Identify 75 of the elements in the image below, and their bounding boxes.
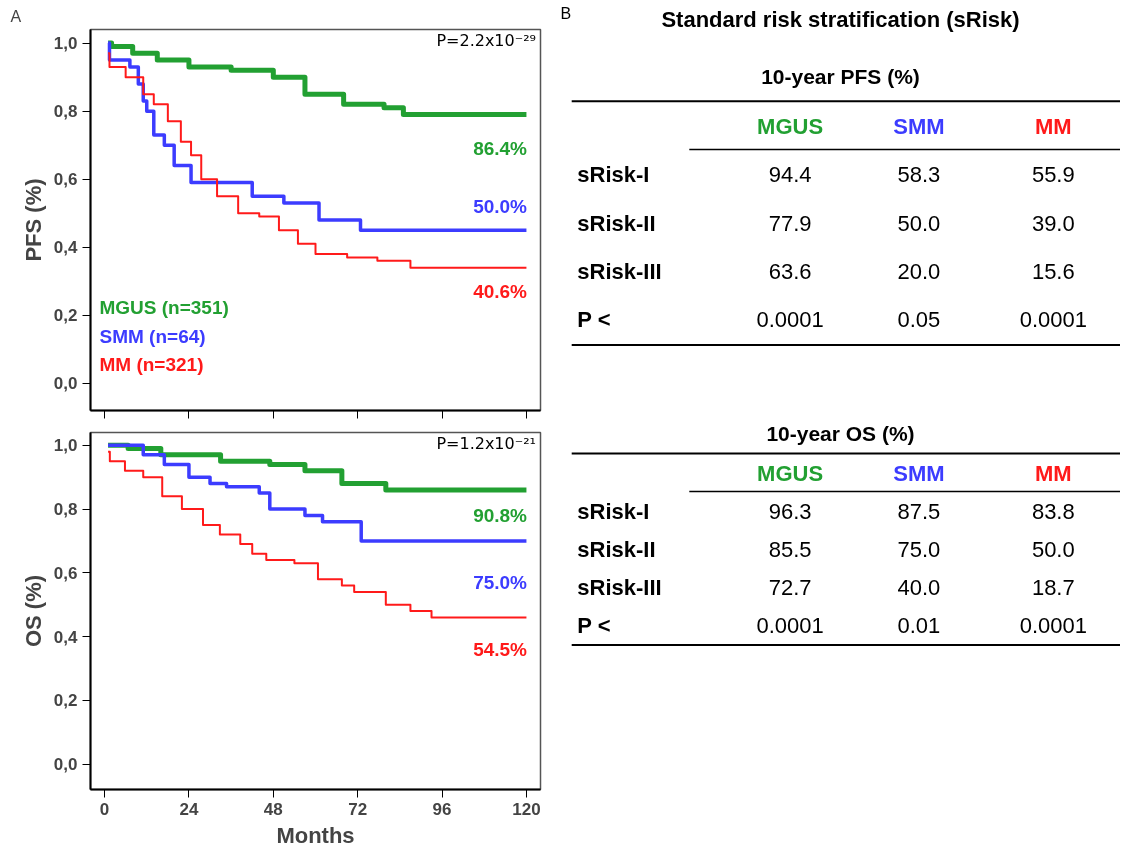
text: 83.8 <box>1031 498 1075 524</box>
text: 50.0 <box>897 210 941 236</box>
y-tick-label: 1,0 <box>53 34 78 54</box>
annotation: 54.5% <box>473 638 528 660</box>
y-tick-label: 0,4 <box>53 238 79 258</box>
x-tick-label: 72 <box>348 799 368 819</box>
y-tick-label: 0,8 <box>53 102 78 122</box>
category-label: P < <box>577 307 611 333</box>
x-tick-label: 120 <box>512 799 541 819</box>
category-label: MM <box>1034 460 1072 486</box>
category-label: P < <box>577 612 611 638</box>
annotation: 90.8% <box>473 504 528 526</box>
text: 87.5 <box>897 498 941 524</box>
x-tick-label: 0 <box>99 799 110 819</box>
text: 0.0001 <box>1019 612 1087 638</box>
category-label: MGUS <box>757 114 824 139</box>
text: 85.5 <box>768 536 812 562</box>
text: 15.6 <box>1031 258 1075 284</box>
category-label: SMM <box>893 114 945 139</box>
text: 55.9 <box>1031 162 1075 188</box>
x-tick-label: 48 <box>263 799 283 819</box>
text: 75.0 <box>897 536 941 562</box>
y-axis-title: OS (%) <box>20 574 46 648</box>
category-label: MGUS <box>757 460 824 486</box>
text: 40.0 <box>897 574 941 600</box>
text: 10-year PFS (%) <box>761 64 920 88</box>
category-label: sRisk-I <box>577 498 650 524</box>
annotation: 40.6% <box>473 280 528 302</box>
annotation: 86.4% <box>473 138 528 160</box>
category-label: MM <box>1034 114 1072 139</box>
y-tick-label: 1,0 <box>53 436 78 456</box>
text: 10-year OS (%) <box>766 422 915 446</box>
x-tick-label: 96 <box>432 799 452 819</box>
y-tick-label: 0,6 <box>53 563 78 583</box>
text: 96.3 <box>768 498 812 524</box>
y-tick-label: 0,2 <box>53 306 78 326</box>
text: Standard risk stratification (sRisk) <box>661 6 1020 32</box>
text: B <box>560 4 572 22</box>
y-tick-label: 0,2 <box>53 691 78 711</box>
text: 0.05 <box>897 307 941 333</box>
annotation: 50.0% <box>473 195 528 217</box>
text: 72.7 <box>768 574 812 600</box>
text: MM (n=321) <box>99 354 204 376</box>
x-axis-title: Months <box>276 822 355 848</box>
category-label: sRisk-III <box>577 574 662 600</box>
text: 58.3 <box>897 162 941 188</box>
category-label: sRisk-I <box>577 162 650 188</box>
annotation: 75.0% <box>473 571 528 593</box>
category-label: sRisk-II <box>577 536 656 562</box>
text: SMM (n=64) <box>99 325 206 347</box>
text: 18.7 <box>1031 574 1075 600</box>
text: 20.0 <box>897 258 941 284</box>
y-tick-label: 0,0 <box>53 755 78 774</box>
text: 39.0 <box>1031 210 1075 236</box>
text: 50.0 <box>1031 536 1075 562</box>
text: 94.4 <box>768 162 812 188</box>
annotation: P=1.2x10⁻²¹ <box>436 434 537 454</box>
text: MGUS (n=351) <box>99 297 229 319</box>
chart-title: A <box>10 7 22 25</box>
category-label: SMM <box>893 460 945 486</box>
text: 0.0001 <box>756 307 824 333</box>
y-tick-label: 0,8 <box>53 500 78 519</box>
text: 63.6 <box>768 258 812 284</box>
y-tick-label: 0,6 <box>53 170 78 190</box>
y-axis-title: PFS (%) <box>20 178 46 262</box>
text: 0.0001 <box>1019 307 1087 333</box>
text: 0.01 <box>897 612 941 638</box>
text: 0.0001 <box>756 612 824 638</box>
category-label: sRisk-II <box>577 210 656 236</box>
y-tick-label: 0,0 <box>53 374 78 394</box>
y-tick-label: 0,4 <box>53 627 79 647</box>
annotation: P=2.2x10⁻²⁹ <box>436 31 537 51</box>
category-label: sRisk-III <box>577 258 662 284</box>
x-tick-label: 24 <box>179 799 199 819</box>
text: 77.9 <box>768 210 812 236</box>
